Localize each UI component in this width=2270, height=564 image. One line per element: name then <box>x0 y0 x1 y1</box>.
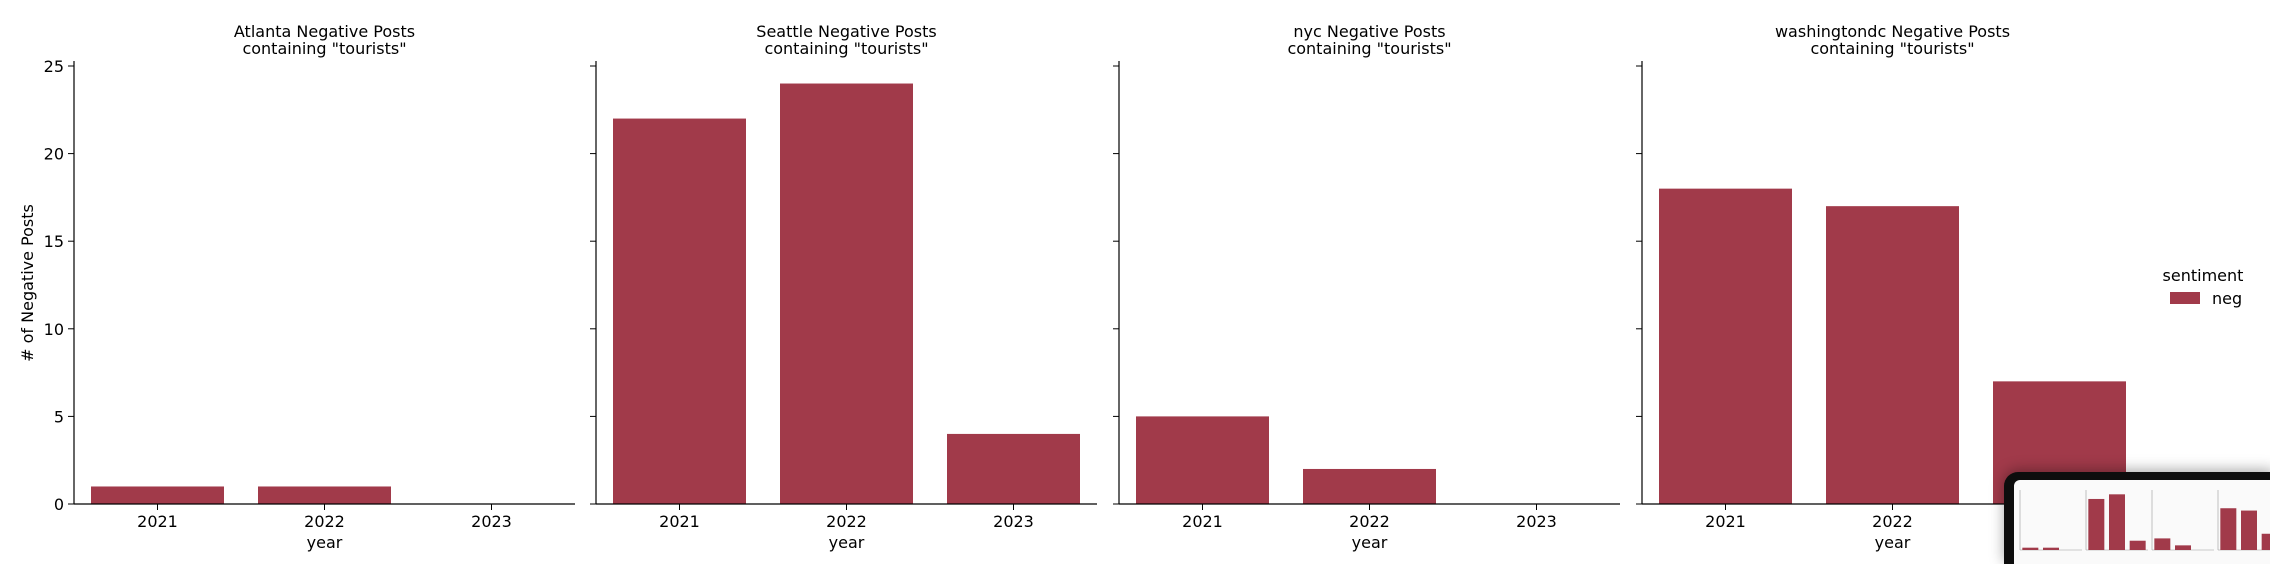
thumb-bar <box>2220 508 2237 550</box>
thumb-bar <box>2109 494 2125 550</box>
thumb-bar <box>2175 545 2191 550</box>
x-axis-label: year <box>307 533 343 552</box>
bar <box>91 486 224 504</box>
legend-swatch <box>2170 292 2200 304</box>
bar <box>613 118 746 504</box>
thumb-bar <box>2261 533 2270 550</box>
panel-title-line1: Seattle Negative Posts <box>756 22 936 41</box>
x-tick-label: 2022 <box>304 512 345 531</box>
x-axis-label: year <box>829 533 865 552</box>
thumb-bar <box>2241 510 2257 550</box>
x-tick-label: 2022 <box>826 512 867 531</box>
panel-title-line1: Atlanta Negative Posts <box>234 22 415 41</box>
panel-title-line2: containing "tourists" <box>242 39 406 58</box>
y-tick-label: 15 <box>44 232 64 251</box>
panel-title-line1: nyc Negative Posts <box>1293 22 1445 41</box>
thumbnail-chart <box>2019 490 2270 551</box>
y-tick-label: 20 <box>44 145 64 164</box>
thumbnail-preview-screen <box>2014 480 2270 564</box>
thumb-bar <box>2154 538 2171 550</box>
thumb-bar <box>2022 547 2039 550</box>
x-tick-label: 2023 <box>471 512 512 531</box>
thumb-bar <box>2129 540 2146 550</box>
x-tick-label: 2021 <box>659 512 700 531</box>
x-tick-label: 2023 <box>1516 512 1557 531</box>
y-tick-label: 25 <box>44 57 64 76</box>
thumb-bar <box>2043 547 2059 550</box>
x-tick-label: 2021 <box>137 512 178 531</box>
x-axis-label: year <box>1875 533 1911 552</box>
y-tick-label: 0 <box>54 495 64 514</box>
bar <box>947 433 1080 504</box>
panel-title-line2: containing "tourists" <box>764 39 928 58</box>
bar <box>1303 468 1436 504</box>
panel-title-line1: washingtondc Negative Posts <box>1775 22 2010 41</box>
thumb-bar <box>2088 498 2105 550</box>
x-tick-label: 2023 <box>993 512 1034 531</box>
x-tick-label: 2022 <box>1349 512 1390 531</box>
bar <box>1659 188 1792 504</box>
bar <box>258 486 391 504</box>
panel-title-line2: containing "tourists" <box>1287 39 1451 58</box>
x-tick-label: 2021 <box>1705 512 1746 531</box>
y-tick-label: 10 <box>44 320 64 339</box>
panel-title-line2: containing "tourists" <box>1810 39 1974 58</box>
bar <box>1826 206 1959 504</box>
bar <box>780 83 913 505</box>
bar <box>1136 416 1269 504</box>
x-tick-label: 2021 <box>1182 512 1223 531</box>
x-tick-label: 2022 <box>1872 512 1913 531</box>
legend-title: sentiment <box>2163 266 2244 285</box>
legend-label: neg <box>2212 289 2242 308</box>
x-axis-label: year <box>1352 533 1388 552</box>
y-tick-label: 5 <box>54 407 64 426</box>
y-axis-label: # of Negative Posts <box>18 204 37 362</box>
thumbnail-preview-overlay[interactable] <box>2004 472 2270 564</box>
